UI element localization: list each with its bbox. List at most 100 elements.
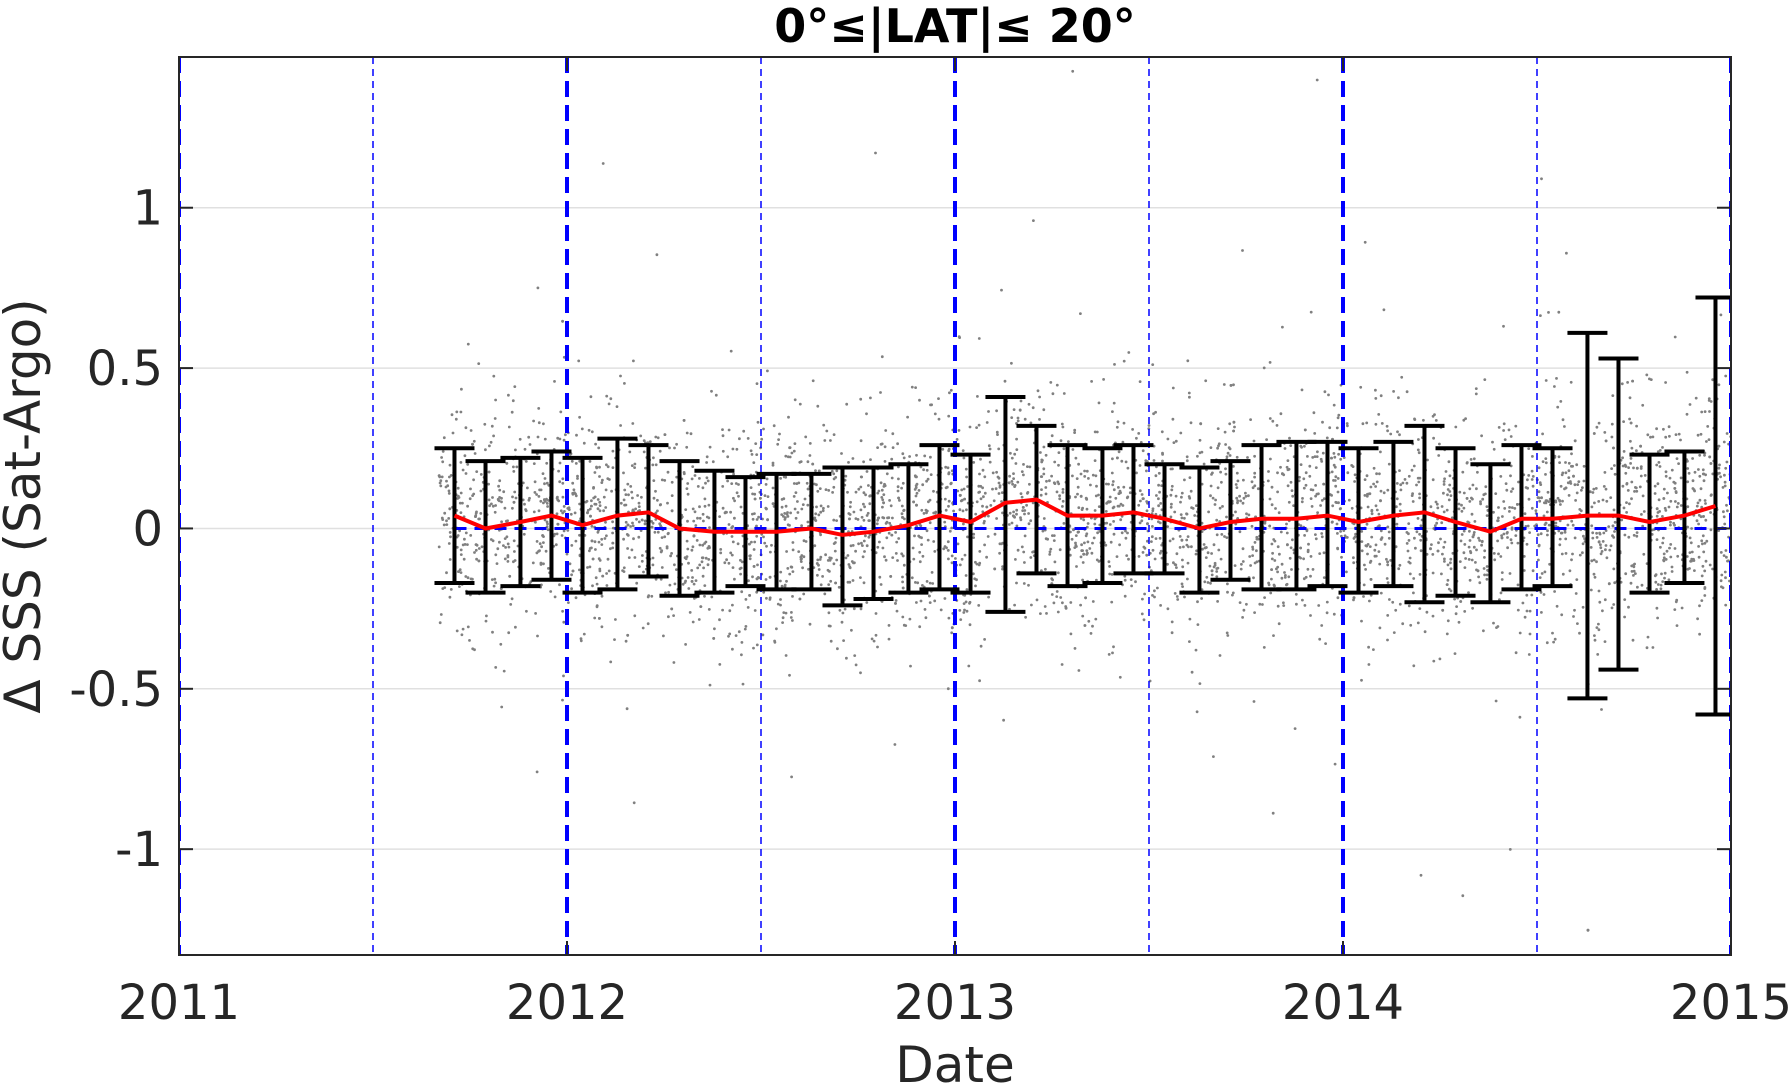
scatter-point — [1320, 499, 1324, 502]
scatter-point — [1471, 606, 1474, 610]
scatter-point — [1082, 518, 1086, 522]
scatter-point — [1071, 474, 1074, 478]
scatter-point — [545, 497, 548, 501]
scatter-point — [985, 505, 989, 509]
scatter-point — [1180, 538, 1184, 542]
scatter-point — [1526, 478, 1529, 482]
scatter-point — [459, 571, 463, 574]
scatter-point — [1724, 466, 1728, 470]
scatter-point — [1605, 499, 1609, 503]
scatter-point — [1624, 465, 1628, 468]
scatter-point — [1508, 572, 1512, 575]
scatter-point — [630, 490, 634, 494]
scatter-point — [1077, 506, 1081, 510]
scatter-point — [1352, 598, 1355, 602]
scatter-point — [803, 497, 807, 501]
scatter-point — [947, 471, 951, 475]
scatter-point — [1039, 612, 1042, 615]
scatter-point — [1309, 310, 1313, 314]
scatter-point — [802, 539, 806, 543]
scatter-point — [1386, 525, 1390, 529]
scatter-point — [500, 500, 503, 504]
scatter-point — [1145, 500, 1149, 503]
scatter-point — [1018, 408, 1022, 412]
scatter-point — [1689, 559, 1692, 563]
scatter-point — [549, 590, 553, 593]
scatter-point — [1531, 455, 1534, 458]
scatter-point — [1108, 565, 1111, 568]
scatter-point — [1029, 519, 1033, 523]
scatter-point — [1544, 473, 1547, 476]
scatter-point — [670, 494, 674, 497]
scatter-point — [701, 512, 705, 516]
scatter-point — [1726, 509, 1729, 513]
scatter-point — [921, 554, 925, 558]
scatter-point — [439, 613, 443, 616]
scatter-point — [1646, 433, 1650, 437]
scatter-point — [729, 551, 733, 555]
scatter-point — [658, 546, 662, 550]
scatter-point — [1595, 626, 1599, 629]
scatter-point — [870, 637, 874, 641]
scatter-point — [1303, 534, 1306, 537]
scatter-point — [1245, 602, 1248, 606]
scatter-point — [1302, 477, 1306, 481]
scatter-point — [1603, 598, 1607, 602]
scatter-point — [908, 455, 911, 458]
scatter-point — [571, 492, 575, 496]
scatter-point — [968, 425, 972, 429]
scatter-point — [1269, 591, 1273, 595]
scatter-point — [594, 548, 597, 551]
scatter-point — [691, 507, 695, 511]
scatter-point — [604, 520, 607, 524]
scatter-point — [1203, 580, 1207, 584]
scatter-point — [1365, 474, 1369, 478]
scatter-point — [524, 460, 528, 463]
scatter-point — [684, 557, 688, 561]
scatter-point — [1309, 555, 1313, 558]
scatter-point — [1150, 535, 1154, 539]
scatter-point — [595, 582, 599, 586]
scatter-point — [461, 501, 464, 505]
scatter-point — [1375, 508, 1379, 512]
scatter-point — [1185, 538, 1189, 542]
scatter-point — [1722, 510, 1725, 514]
scatter-point — [535, 770, 539, 774]
scatter-point — [505, 461, 509, 465]
scatter-point — [1145, 509, 1149, 513]
scatter-point — [668, 583, 672, 587]
scatter-point — [1368, 561, 1372, 564]
scatter-point — [834, 476, 838, 479]
scatter-point — [995, 430, 999, 434]
scatter-point — [733, 516, 736, 520]
scatter-point — [906, 415, 909, 419]
scatter-point — [1426, 458, 1429, 462]
scatter-point — [1039, 493, 1043, 497]
scatter-point — [1322, 482, 1326, 486]
scatter-point — [1651, 646, 1655, 649]
scatter-point — [918, 398, 921, 402]
scatter-point — [1105, 482, 1108, 486]
scatter-point — [512, 465, 515, 469]
scatter-point — [706, 479, 710, 483]
scatter-point — [1392, 390, 1395, 393]
scatter-point — [545, 481, 549, 485]
scatter-point — [632, 537, 635, 541]
scatter-point — [1174, 494, 1178, 498]
scatter-point — [748, 557, 752, 561]
scatter-point — [525, 609, 528, 613]
scatter-point — [762, 535, 765, 539]
scatter-point — [714, 393, 718, 397]
scatter-point — [908, 617, 912, 621]
scatter-point — [494, 581, 497, 585]
scatter-point — [1267, 470, 1270, 473]
scatter-point — [1209, 581, 1212, 585]
scatter-point — [965, 588, 969, 591]
scatter-point — [642, 439, 646, 442]
scatter-point — [1670, 468, 1674, 472]
scatter-point — [1095, 558, 1099, 562]
scatter-point — [1630, 480, 1634, 484]
scatter-point — [1704, 518, 1708, 522]
scatter-point — [1440, 521, 1444, 525]
scatter-point — [732, 472, 735, 476]
